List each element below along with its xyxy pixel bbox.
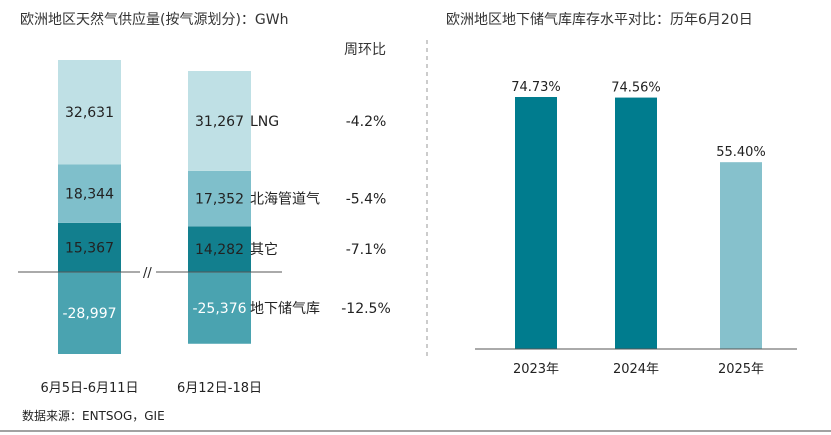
bar-value-label: 15,367 — [65, 240, 114, 256]
bar-segment — [58, 164, 121, 223]
bar-value-label: 74.73% — [511, 80, 561, 95]
right-chart-title: 欧洲地区地下储气库库存水平对比：历年6月20日 — [446, 12, 753, 28]
series-name-label: 其它 — [250, 241, 278, 258]
category-label: 6月5日-6月11日 — [40, 381, 138, 396]
bar-value-label: 55.40% — [716, 145, 766, 160]
bar-value-label: 74.56% — [611, 81, 661, 96]
wow-value: -12.5% — [341, 301, 391, 317]
bar-segment — [188, 170, 251, 227]
bar-segment — [188, 70, 251, 171]
series-name-label: 地下储气库 — [250, 301, 320, 317]
wow-header: 周环比 — [344, 42, 386, 58]
axis-break-mark: // — [143, 266, 152, 281]
bar-value-label: -28,997 — [62, 306, 116, 322]
bar-value-label: -25,376 — [192, 301, 246, 317]
wow-value: -4.2% — [346, 114, 387, 130]
left-chart-bars: 15,367 18,344 32,631 -28,997 14,282 17,352 31,… — [58, 60, 251, 354]
bar-segment — [58, 272, 121, 354]
left-chart-title: 欧洲地区天然气供应量(按气源划分)：GWh — [20, 11, 289, 28]
wow-value: -7.1% — [346, 242, 387, 258]
bar-value-label: 31,267 — [195, 114, 244, 130]
right-chart-bars: 74.73% 74.56% 55.40% — [511, 80, 766, 349]
axis-break-gap — [140, 264, 156, 280]
bar-value-label: 32,631 — [65, 105, 114, 121]
wow-value: -5.4% — [346, 192, 387, 208]
bar — [515, 97, 557, 349]
right-chart-category-labels: 2023年 2024年 2025年 — [513, 362, 764, 377]
bar-segment — [188, 226, 251, 272]
category-label: 6月12日-18日 — [177, 381, 262, 396]
bar-value-label: 17,352 — [195, 192, 244, 208]
series-name-label: LNG — [250, 114, 279, 130]
bar — [720, 162, 762, 349]
category-label: 2023年 — [513, 362, 559, 377]
bar-value-label: 18,344 — [65, 187, 114, 203]
bar-segment — [58, 222, 121, 272]
bar-segment — [188, 272, 251, 344]
bar — [615, 97, 657, 349]
category-label: 2025年 — [718, 362, 764, 377]
series-name-label: 北海管道气 — [250, 192, 320, 208]
bar-segment — [58, 60, 121, 165]
source-note: 数据来源：ENTSOG，GIE — [22, 408, 165, 423]
left-chart-series-labels: LNG -4.2% 北海管道气 -5.4% 其它 -7.1% 地下储气库 -12.5% — [250, 114, 391, 317]
category-label: 2024年 — [613, 362, 659, 377]
bar-value-label: 14,282 — [195, 242, 244, 258]
left-chart-category-labels: 6月5日-6月11日 6月12日-18日 — [40, 381, 262, 396]
